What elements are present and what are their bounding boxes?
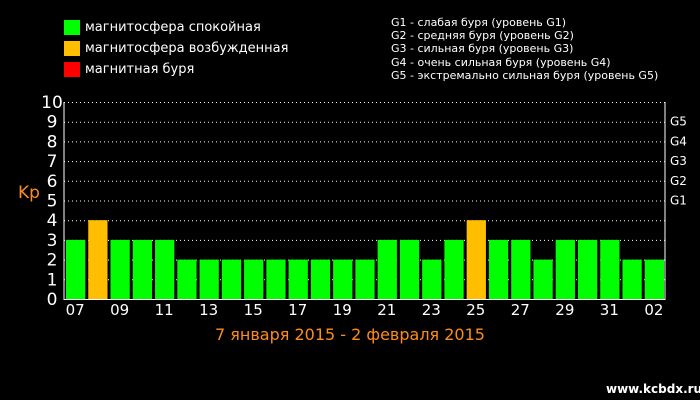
g-level-tick-label: G3 — [670, 154, 687, 168]
x-tick-label: 19 — [333, 301, 352, 319]
kp-bar — [511, 239, 531, 299]
kp-bar — [177, 259, 197, 299]
storm-level-g2: G2 - средняя буря (уровень G2) — [391, 29, 574, 43]
x-tick-label: 13 — [199, 301, 218, 319]
x-axis-date-range: 7 января 2015 - 2 февраля 2015 — [215, 325, 485, 344]
y-tick-label: 3 — [47, 231, 58, 251]
storm-level-g5: G5 - экстремально сильная буря (уровень … — [391, 68, 659, 82]
kp-bar — [577, 239, 598, 299]
legend-label: магнитная буря — [85, 62, 195, 77]
kp-bar — [310, 259, 331, 299]
y-tick-label: 5 — [47, 192, 58, 212]
quiet-swatch — [64, 20, 80, 35]
kp-bar — [399, 239, 420, 299]
storm-level-g1: G1 - слабая буря (уровень G1) — [391, 16, 567, 29]
y-axis-label: Kp — [18, 183, 40, 203]
y-tick-label: 7 — [47, 152, 58, 172]
y-tick-label: 4 — [47, 211, 58, 231]
legend-item-active: магнитосфера возбужденная — [64, 38, 288, 59]
x-tick-label: 29 — [555, 301, 574, 319]
active-swatch — [64, 41, 80, 56]
kp-bar — [555, 239, 575, 299]
g-level-tick-label: G2 — [670, 174, 687, 188]
y-tick-label: 2 — [47, 251, 58, 271]
legend-item-quiet: магнитосфера спокойная — [64, 17, 288, 38]
x-tick-label: 02 — [644, 301, 663, 319]
x-tick-label: 23 — [422, 301, 441, 319]
chart-bars — [66, 220, 664, 299]
y-tick-label: 1 — [47, 270, 58, 290]
y-tick-label: 8 — [47, 132, 58, 152]
site-watermark: www.kcbdx.ru — [606, 382, 700, 396]
g-level-tick-label: G1 — [670, 194, 687, 208]
kp-bar — [422, 259, 442, 299]
state-legend: магнитосфера спокойная магнитосфера возб… — [64, 17, 288, 80]
g-level-tick-label: G5 — [670, 115, 687, 129]
kp-bar — [88, 220, 108, 299]
x-tick-label: 27 — [511, 301, 530, 319]
kp-bar — [533, 259, 553, 299]
kp-bar — [221, 259, 242, 299]
kp-bar — [488, 239, 509, 299]
kp-bar — [644, 259, 664, 299]
kp-bar — [199, 259, 219, 299]
kp-bar — [110, 239, 130, 299]
kp-bar — [266, 259, 286, 299]
kp-bar — [444, 239, 464, 299]
kp-bar — [244, 259, 264, 299]
y-tick-label: 0 — [47, 290, 58, 310]
y-tick-label: 9 — [47, 113, 58, 133]
legend-label: магнитосфера возбужденная — [85, 41, 289, 56]
storm-level-g3: G3 - сильная буря (уровень G3) — [391, 42, 574, 56]
y-tick-label: 6 — [47, 172, 58, 192]
kp-bar — [132, 239, 153, 299]
kp-bar — [622, 259, 642, 299]
kp-bar — [355, 259, 375, 299]
y-tick-label: 10 — [41, 93, 63, 113]
x-tick-label: 25 — [466, 301, 485, 319]
kp-bar — [377, 239, 397, 299]
x-tick-label: 09 — [110, 301, 129, 319]
x-tick-label: 11 — [155, 301, 174, 319]
legend-label: магнитосфера спокойная — [85, 20, 261, 35]
kp-bar — [333, 259, 353, 299]
storm-level-legend: G1 - слабая буря (уровень G1) G2 - средн… — [391, 16, 658, 82]
kp-bar — [155, 239, 175, 299]
x-tick-label: 07 — [66, 301, 85, 319]
x-tick-label: 31 — [600, 301, 619, 319]
kp-bar — [600, 239, 620, 299]
x-tick-label: 21 — [377, 301, 396, 319]
kp-bar — [466, 220, 486, 299]
kp-bar — [288, 259, 308, 299]
x-tick-label: 17 — [288, 301, 307, 319]
x-tick-label: 15 — [244, 301, 263, 319]
g-level-tick-label: G4 — [670, 134, 687, 148]
kp-bar — [66, 239, 86, 299]
legend-item-storm: магнитная буря — [64, 59, 288, 80]
storm-swatch — [64, 62, 80, 77]
storm-level-g4: G4 - очень сильная буря (уровень G4) — [391, 55, 611, 69]
